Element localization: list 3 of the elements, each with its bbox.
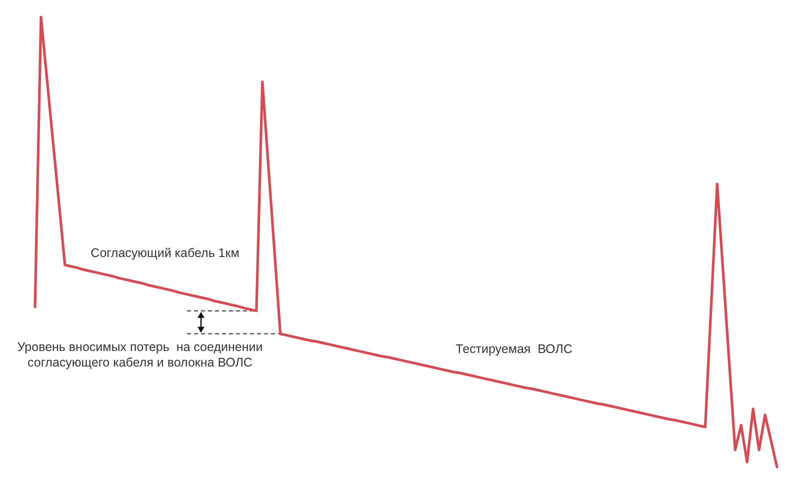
annotation: Тестируемая ВОЛС: [456, 342, 572, 356]
annotation: Согласующий кабель 1км: [90, 246, 240, 260]
annotation: Уровень вносимых потерь на соединении согласующего кабеля и волокна ВОЛС: [17, 340, 263, 370]
